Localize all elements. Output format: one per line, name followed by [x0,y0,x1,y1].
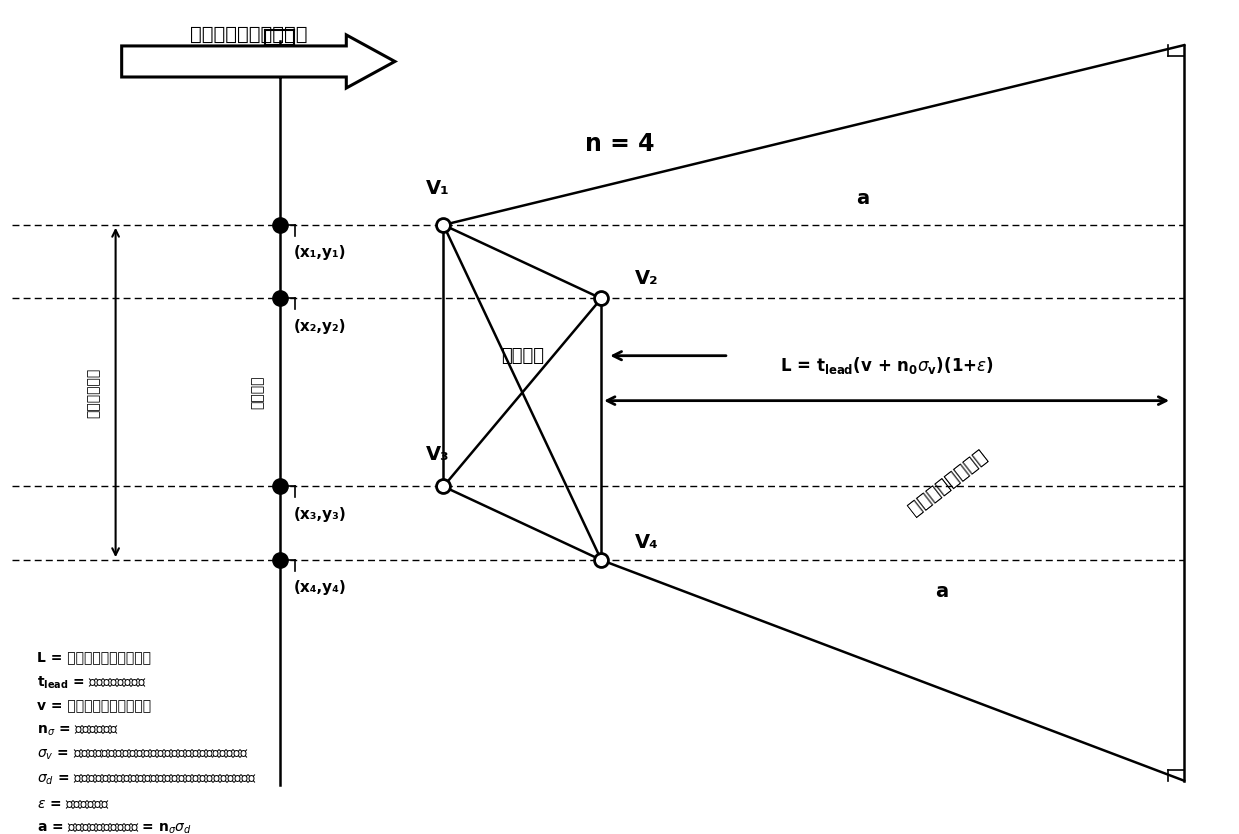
Text: a = 强对流区移动角度误差 = n$_\sigma$$\sigma_d$: a = 强对流区移动角度误差 = n$_\sigma$$\sigma_d$ [37,821,192,834]
Text: 横切面线: 横切面线 [250,376,265,409]
Text: 初步强对流风险区: 初步强对流风险区 [904,446,990,519]
Text: $\sigma_d$ = 强对流区移动方位角标准差（或其他代表分布分散度的量）: $\sigma_d$ = 强对流区移动方位角标准差（或其他代表分布分散度的量） [37,772,256,787]
Text: V₂: V₂ [636,269,659,288]
Text: L = 初步强对流风险区长度: L = 初步强对流风险区长度 [37,650,151,664]
Text: a: a [934,582,948,600]
Text: V₄: V₄ [636,533,659,552]
Text: 符合足迹宽度: 符合足迹宽度 [87,367,100,418]
Text: t$_\mathregular{lead}$ = 初步风险评估时效: t$_\mathregular{lead}$ = 初步风险评估时效 [37,675,146,691]
Text: (x₄,y₄): (x₄,y₄) [294,580,347,595]
Text: n$_\sigma$ = 分散误差常数: n$_\sigma$ = 分散误差常数 [37,724,119,738]
Text: $\sigma_v$ = 强对流区移动速率标准差（或其他代表分布分散度的量）: $\sigma_v$ = 强对流区移动速率标准差（或其他代表分布分散度的量） [37,748,249,762]
Text: V₁: V₁ [425,178,450,198]
Text: n = 4: n = 4 [585,133,654,156]
Text: (x₂,y₂): (x₂,y₂) [294,319,347,334]
Text: $\varepsilon$ = 预设误差常数: $\varepsilon$ = 预设误差常数 [37,797,109,811]
Text: a: a [856,189,869,208]
Text: 强对流区: 强对流区 [501,347,544,364]
FancyArrow shape [121,35,395,88]
Text: v = 强对流区平均移动速率: v = 强对流区平均移动速率 [37,699,151,713]
Text: (x₁,y₁): (x₁,y₁) [294,245,347,260]
Text: V₃: V₃ [426,445,449,465]
Text: (x₃,y₃): (x₃,y₃) [294,507,347,522]
Text: L = t$_{\mathregular{lead}}$(v + n$_\mathregular{0}$$\sigma_\mathregular{v}$)(1+: L = t$_{\mathregular{lead}}$(v + n$_\mat… [779,355,994,376]
Text: 强对流区平均移动矢量: 强对流区平均移动矢量 [191,25,309,43]
